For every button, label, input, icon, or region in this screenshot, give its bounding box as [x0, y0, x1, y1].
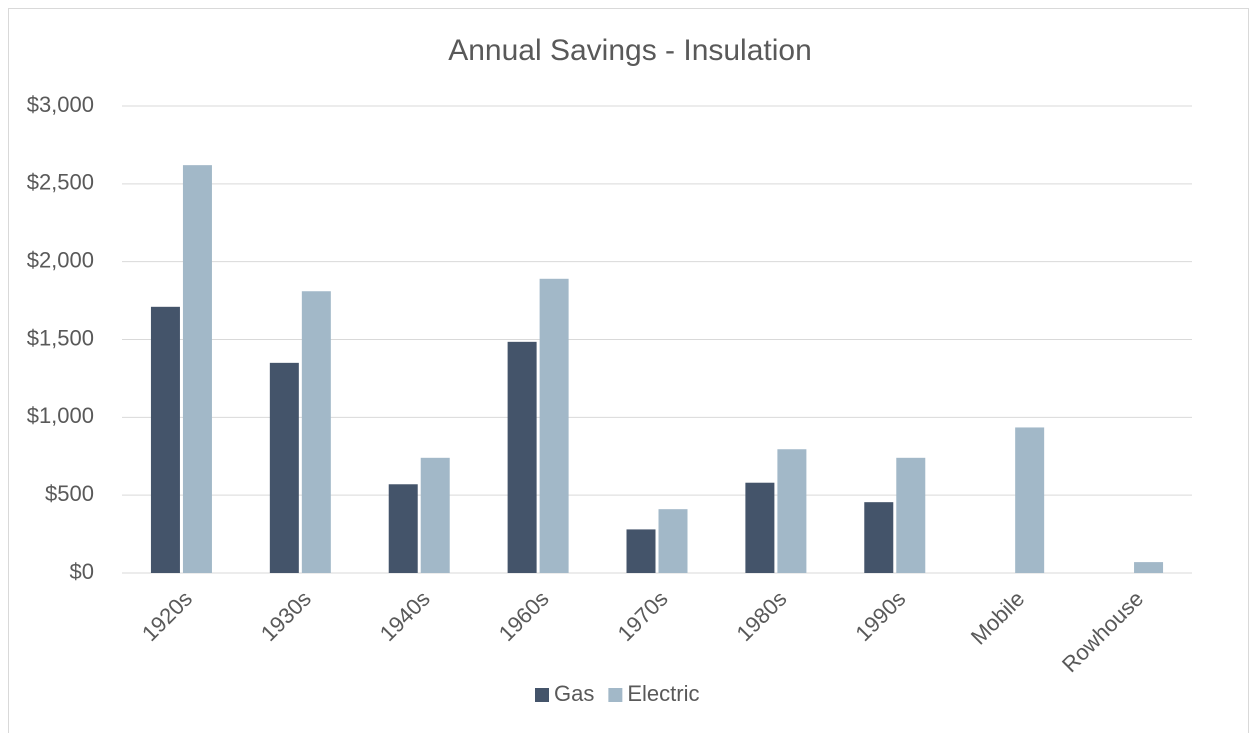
bar — [777, 449, 807, 573]
legend-label: Electric — [627, 681, 699, 706]
bar — [1134, 562, 1164, 573]
bar — [269, 362, 299, 573]
y-tick-label: $500 — [45, 481, 94, 506]
bar — [301, 291, 331, 573]
bar — [150, 306, 180, 573]
y-tick-label: $1,000 — [27, 403, 94, 428]
y-tick-label: $0 — [70, 559, 94, 584]
bar — [626, 529, 656, 573]
bar — [658, 509, 688, 573]
bar — [507, 341, 537, 573]
legend-swatch — [608, 688, 623, 702]
y-tick-label: $1,500 — [27, 325, 94, 350]
bar — [896, 457, 926, 573]
bar — [1015, 427, 1045, 573]
bar — [420, 457, 450, 573]
bar — [539, 278, 569, 573]
legend-swatch — [535, 688, 549, 702]
y-tick-label: $2,500 — [27, 170, 94, 195]
bar — [745, 482, 775, 573]
chart-frame — [8, 8, 1249, 733]
y-tick-label: $3,000 — [27, 92, 94, 117]
bar — [388, 484, 418, 573]
y-tick-label: $2,000 — [27, 247, 94, 272]
bar — [864, 502, 894, 573]
chart-title: Annual Savings - Insulation — [448, 34, 812, 67]
legend-label: Gas — [554, 681, 594, 706]
bar — [182, 165, 212, 574]
